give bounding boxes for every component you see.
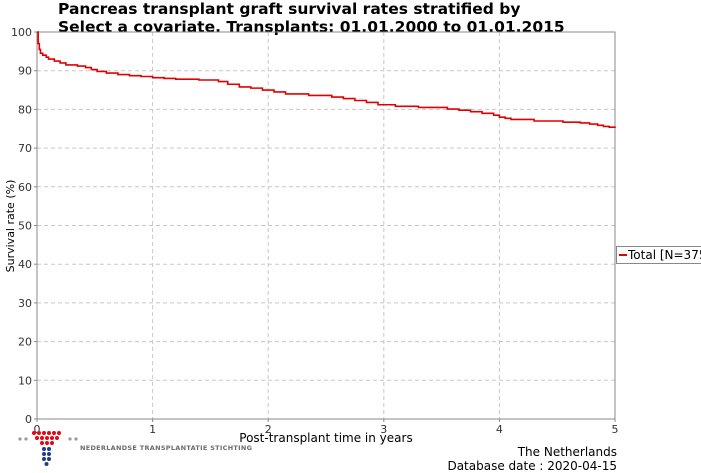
legend-swatch-total <box>619 253 627 256</box>
x-tick-label: 1 <box>149 423 156 436</box>
legend: Total [N=375] <box>616 246 701 264</box>
x-tick-label: 3 <box>380 423 387 436</box>
y-tick-label: 20 <box>18 336 32 349</box>
y-tick-label: 70 <box>18 142 32 155</box>
axis-ticks: 0 10 20 30 40 50 60 70 80 90 100 0 1 2 3 4 5 <box>11 26 619 436</box>
y-tick-label: 100 <box>11 26 32 39</box>
series-layer <box>37 31 616 129</box>
grid <box>37 32 615 419</box>
chart-title-line1: Pancreas transplant graft survival rates… <box>58 0 521 18</box>
nts-logo <box>18 431 78 466</box>
y-tick-label: 60 <box>18 181 32 194</box>
x-tick-label: 4 <box>496 423 503 436</box>
y-tick-label: 40 <box>18 258 32 271</box>
x-tick-label: 0 <box>34 423 41 436</box>
y-tick-label: 0 <box>25 413 32 426</box>
footer-country: The Netherlands <box>517 445 617 459</box>
legend-label-total: Total [N=375] <box>628 248 701 262</box>
y-tick-label: 10 <box>18 374 32 387</box>
x-axis-label: Post-transplant time in years <box>239 431 412 445</box>
y-tick-label: 30 <box>18 297 32 310</box>
y-tick-label: 50 <box>18 220 32 233</box>
y-tick-label: 90 <box>18 65 32 78</box>
x-tick-label: 5 <box>612 423 619 436</box>
y-tick-label: 80 <box>18 103 32 116</box>
nts-logo-mark <box>18 431 78 466</box>
series-line-0 <box>37 31 616 129</box>
nts-logo-text: NEDERLANDSE TRANSPLANTATIE STICHTING <box>80 444 253 452</box>
footer-database-date: Database date : 2020-04-15 <box>447 459 617 473</box>
x-tick-label: 2 <box>265 423 272 436</box>
y-axis-label: Survival rate (%) <box>4 180 17 273</box>
